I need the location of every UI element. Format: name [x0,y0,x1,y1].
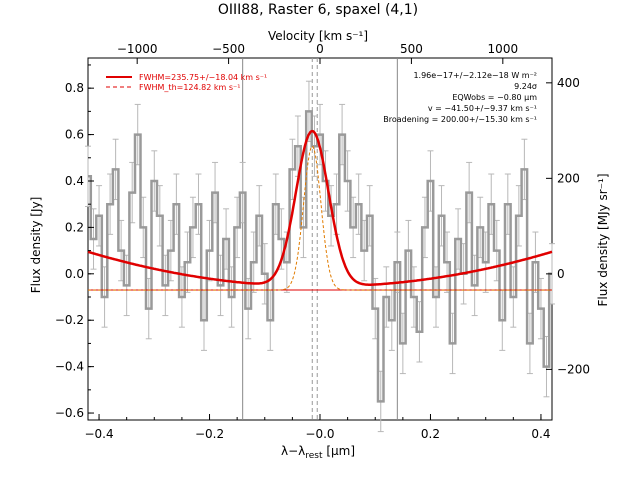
annotation-3: v = −41.50+/−9.37 km s⁻¹ [428,104,537,113]
annotation-1: 9.24σ [514,82,537,91]
top-tick-label: −1000 [117,42,158,56]
x-axis-label-main: λ−λ [281,444,305,458]
annotation-0: 1.96e−17+/−2.12e−18 W m⁻² [413,71,537,80]
y-tick-label: 0.6 [65,128,84,142]
y-right-tick-label: −200 [557,362,590,376]
y-tick-label: 0.2 [65,220,84,234]
x-tick-label: 0.2 [421,427,440,441]
y-tick-label: −0.6 [55,406,84,420]
x-tick-label: −0.2 [195,427,224,441]
y-tick-label: 0.8 [65,81,84,95]
legend-label-0: FWHM=235.75+/−18.04 km s⁻¹ [139,73,267,82]
y-right-axis-label: Flux density [MJy sr⁻¹] [596,173,610,306]
x-axis-label-sub: rest [305,451,323,461]
chart-title: OIII88, Raster 6, spaxel (4,1) [218,2,418,18]
top-tick-label: 0 [316,42,324,56]
top-tick-label: −500 [212,42,245,56]
top-axis-label: Velocity [km s⁻¹] [268,29,368,43]
annotation-2: EQWobs = −0.80 μm [452,93,537,102]
top-tick-label: 500 [400,42,423,56]
thermal-profile-curve [88,145,552,291]
legend-label-1: FWHM_th=124.82 km s⁻¹ [139,83,240,92]
x-tick-label: −0.4 [84,427,113,441]
annotation-4: Broadening = 200.00+/−15.30 km s⁻¹ [383,115,537,124]
x-tick-label: −0.0 [305,427,334,441]
y-axis-label: Flux density [Jy] [29,197,43,294]
y-tick-label: −0.2 [55,313,84,327]
spectrum-step-line [88,110,552,403]
x-tick-label: 0.4 [531,427,550,441]
x-axis-label-unit: [μm] [323,444,356,458]
y-tick-label: −0.4 [55,360,84,374]
y-right-tick-label: 0 [557,267,565,281]
y-tick-label: 0.0 [65,267,84,281]
y-right-tick-label: 200 [557,171,580,185]
y-tick-label: 0.4 [65,174,84,188]
fit-curve [87,129,553,286]
x-axis-label: λ−λrest [μm] [281,444,355,461]
top-tick-label: 1000 [488,42,519,56]
y-right-tick-label: 400 [557,76,580,90]
